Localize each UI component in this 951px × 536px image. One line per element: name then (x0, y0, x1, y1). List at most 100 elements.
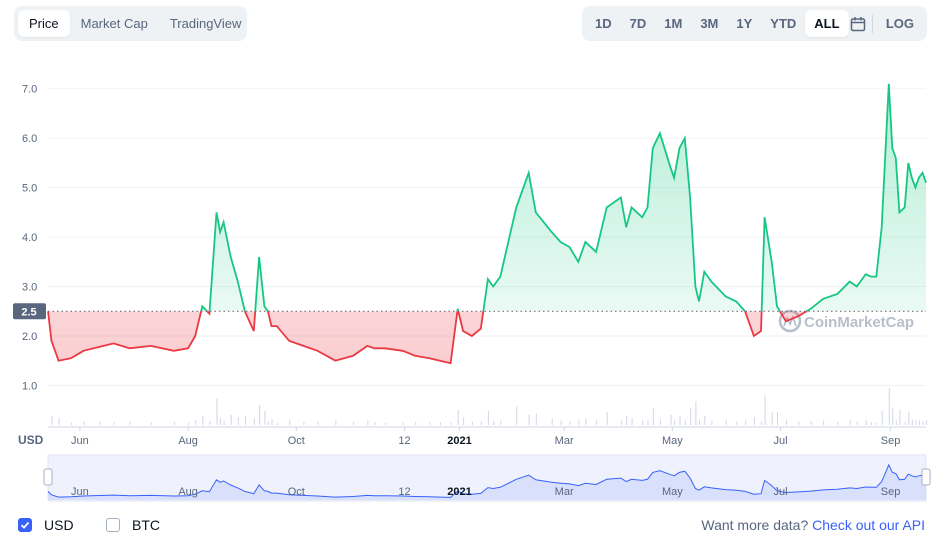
y-tick-label: 1.0 (22, 380, 37, 392)
volume-bar (918, 420, 920, 425)
volume-bar (684, 420, 686, 425)
range-1y[interactable]: 1Y (736, 16, 753, 31)
footer-bar: USD BTC Want more data? Check out our AP… (0, 514, 951, 536)
volume-bar (895, 420, 897, 425)
range-1d[interactable]: 1D (595, 16, 612, 31)
volume-bar (876, 423, 878, 425)
navigator-handle-right[interactable] (921, 468, 931, 486)
volume-bar (528, 414, 530, 425)
x-tick-label: Aug (178, 435, 198, 447)
volume-bar (764, 395, 766, 425)
volume-bar (647, 420, 649, 425)
volume-bar (99, 422, 101, 425)
volume-bar (745, 420, 747, 425)
volume-bar (374, 422, 376, 425)
y-axis-unit-label: USD (18, 433, 44, 447)
price-line-above (48, 83, 927, 312)
volume-bar (551, 418, 553, 425)
volume-bar (911, 419, 913, 425)
volume-bar (652, 408, 654, 425)
y-tick-label: 3.0 (22, 282, 37, 294)
volume-bar (535, 413, 537, 425)
range-7d[interactable]: 7D (629, 16, 647, 31)
volume-bar (267, 421, 269, 425)
navigator-area (48, 464, 926, 500)
volume-bar (585, 418, 587, 425)
volume-bar (353, 421, 355, 425)
volume-bar (83, 421, 85, 425)
volume-bar (440, 422, 441, 425)
volume-bar (457, 409, 459, 425)
volume-bars (51, 388, 927, 425)
volume-bar (596, 420, 598, 425)
tab-tradingview[interactable]: TradingView (169, 16, 242, 31)
volume-bar (659, 419, 661, 425)
volume-bar (888, 388, 890, 425)
x-tick-label: Jul (774, 435, 788, 447)
volume-bar (642, 420, 644, 425)
volume-bar (620, 420, 622, 425)
reference-badge: 2.5 (13, 303, 46, 320)
tab-price[interactable]: Price (18, 10, 70, 37)
range-all[interactable]: ALL (805, 10, 849, 37)
price-chart: CoinMarketCap 2.5 USD 1.0 2.0 3.0 4.0 5.0 6.0… (13, 83, 931, 502)
range-1m[interactable]: 1M (664, 16, 683, 31)
volume-bar (237, 417, 239, 425)
navigator-tick-label: Oct (288, 486, 305, 498)
x-tick-label: Sep (881, 435, 901, 447)
volume-bar (385, 423, 386, 425)
volume-bar (837, 421, 839, 425)
range-3m[interactable]: 3M (700, 16, 719, 31)
volume-bar (679, 415, 681, 425)
volume-bar (429, 422, 431, 425)
navigator-line (47, 463, 927, 498)
volume-bar (271, 419, 273, 425)
volume-bar (223, 420, 225, 425)
y-tick-label: 2.0 (22, 331, 37, 343)
volume-bar (711, 420, 713, 425)
volume-bar (798, 421, 800, 425)
volume-bar (259, 405, 261, 425)
volume-bar (480, 421, 482, 425)
volume-bar (904, 421, 906, 425)
volume-bar (51, 415, 53, 425)
usd-label: USD (44, 517, 74, 533)
navigator-handle-left[interactable] (43, 468, 53, 486)
volume-bar (856, 421, 858, 425)
x-tick-label: 2021 (447, 435, 471, 447)
volume-bar (736, 421, 738, 425)
volume-bar (195, 420, 197, 425)
volume-bar (220, 418, 222, 425)
log-toggle[interactable]: LOG (885, 16, 914, 31)
volume-bar (471, 421, 473, 425)
calendar-icon[interactable] (849, 10, 869, 37)
range-ytd[interactable]: YTD (770, 16, 797, 31)
x-tick-label: Mar (555, 435, 574, 447)
volume-bar (173, 421, 175, 425)
api-link[interactable]: Check out our API (812, 517, 925, 533)
volume-bar (881, 411, 883, 425)
volume-bar (578, 419, 580, 425)
btc-checkbox[interactable] (106, 518, 120, 532)
navigator-tick-label: Sep (881, 486, 901, 498)
area-below-reference (48, 311, 807, 364)
x-tick-label: Jun (71, 435, 89, 447)
volume-bar (704, 415, 706, 425)
usd-checkbox[interactable] (18, 518, 32, 532)
navigator-tick-label: May (662, 486, 683, 498)
navigator-tick-label: Aug (178, 486, 198, 498)
api-promo-text: Want more data? (701, 517, 809, 533)
volume-bar (606, 412, 608, 425)
volume-bar (871, 422, 872, 425)
navigator-tick-label: 12 (398, 486, 410, 498)
navigator-tick-label: Jun (71, 486, 89, 498)
volume-bar (810, 421, 812, 425)
volume-bar (463, 417, 465, 425)
volume-bar (150, 422, 152, 425)
volume-bar (402, 422, 404, 425)
svg-text:2.5: 2.5 (21, 306, 36, 318)
range-navigator[interactable]: Jun Aug Oct 12 2021 Mar May Jul Sep (43, 454, 931, 502)
tab-market-cap[interactable]: Market Cap (80, 16, 148, 31)
volume-bar (560, 420, 562, 425)
volume-bar (915, 420, 917, 425)
